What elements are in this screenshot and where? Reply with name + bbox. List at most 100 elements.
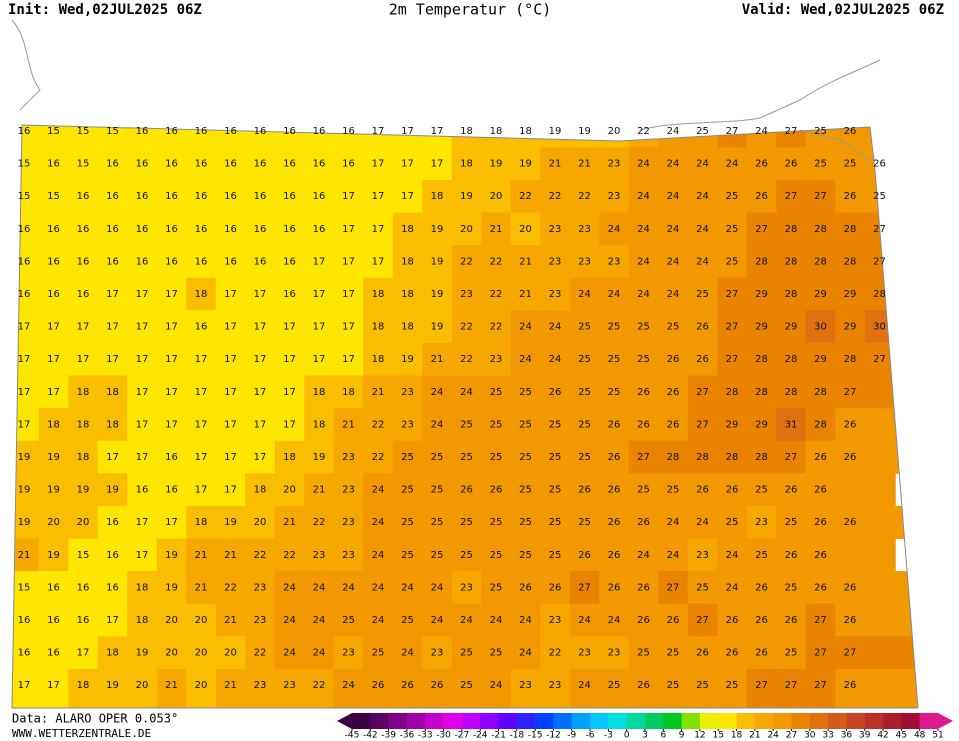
temperature-cell — [38, 342, 69, 376]
temperature-label: 17 — [106, 452, 119, 463]
temperature-label: 26 — [637, 419, 650, 430]
temperature-label: 26 — [814, 517, 827, 528]
temperature-label: 16 — [283, 159, 296, 170]
temperature-label: 17 — [342, 256, 355, 267]
temperature-cell — [245, 310, 276, 344]
temperature-cell — [481, 179, 512, 213]
temperature-cell — [363, 473, 394, 507]
temperature-label: 26 — [844, 452, 857, 463]
temperature-cell — [510, 473, 541, 507]
temperature-cell — [68, 125, 99, 148]
temperature-label: 17 — [254, 452, 267, 463]
temperature-label: 23 — [460, 582, 473, 593]
temperature-cell — [717, 440, 748, 474]
temperature-label: 21 — [431, 354, 444, 365]
temperature-label: 17 — [165, 289, 178, 300]
temperature-cell — [451, 408, 482, 442]
temperature-label: 16 — [254, 126, 267, 137]
temperature-cell — [687, 212, 718, 246]
temperature-label: 26 — [696, 322, 709, 333]
temperature-cell — [805, 212, 836, 246]
temperature-label: 16 — [77, 256, 90, 267]
temperature-cell — [687, 473, 718, 507]
temperature-cell — [68, 245, 99, 279]
colorbar-swatch — [718, 713, 737, 729]
temperature-label: 26 — [844, 582, 857, 593]
temperature-label: 25 — [637, 354, 650, 365]
temperature-label: 27 — [637, 452, 650, 463]
temperature-cell — [392, 212, 423, 246]
temperature-cell — [776, 473, 807, 507]
temperature-label: 25 — [519, 419, 532, 430]
temperature-label: 16 — [254, 224, 267, 235]
temperature-cell — [540, 375, 571, 409]
temperature-cell — [540, 440, 571, 474]
colorbar-label: -6 — [586, 731, 595, 741]
temperature-cell — [776, 505, 807, 539]
temperature-label: 29 — [844, 322, 857, 333]
temperature-cell — [540, 147, 571, 181]
temperature-cell — [363, 147, 394, 181]
temperature-cell — [422, 571, 453, 605]
temperature-cell — [38, 212, 69, 246]
temperature-cell — [156, 125, 187, 148]
temperature-label: 27 — [814, 680, 827, 691]
temperature-label: 24 — [372, 485, 385, 496]
temperature-label: 18 — [254, 485, 267, 496]
temperature-label: 26 — [637, 680, 650, 691]
temperature-cell — [628, 375, 659, 409]
temperature-label: 22 — [490, 289, 503, 300]
temperature-cell — [333, 408, 364, 442]
temperature-label: 23 — [608, 159, 621, 170]
colorbar-swatch — [645, 713, 664, 729]
temperature-cell — [746, 179, 777, 213]
temperature-label: 17 — [195, 354, 208, 365]
temperature-label: 16 — [313, 224, 326, 235]
temperature-cell — [687, 440, 718, 474]
temperature-label: 24 — [460, 387, 473, 398]
temperature-cell — [481, 147, 512, 181]
temperature-label: 23 — [401, 419, 414, 430]
temperature-label: 25 — [578, 387, 591, 398]
temperature-label: 23 — [490, 354, 503, 365]
temperature-label: 19 — [460, 191, 473, 202]
temperature-cell — [363, 505, 394, 539]
temperature-label: 20 — [47, 517, 60, 528]
temperature-label: 20 — [165, 648, 178, 659]
temperature-cell — [805, 125, 836, 148]
temperature-label: 16 — [195, 126, 208, 137]
temperature-cell — [333, 603, 364, 637]
temperature-cell — [481, 375, 512, 409]
temperature-label: 25 — [401, 517, 414, 528]
temperature-cell — [717, 636, 748, 670]
colorbar-swatch — [773, 713, 792, 729]
temperature-label: 27 — [696, 615, 709, 626]
temperature-cell — [540, 636, 571, 670]
temperature-cell — [12, 571, 40, 605]
temperature-label: 17 — [431, 159, 444, 170]
temperature-cell — [805, 473, 896, 507]
temperature-cell — [481, 505, 512, 539]
temperature-label: 20 — [136, 680, 149, 691]
temperature-label: 19 — [165, 550, 178, 561]
temperature-label: 28 — [785, 387, 798, 398]
temperature-label: 26 — [755, 159, 768, 170]
temperature-cell — [186, 375, 217, 409]
temperature-cell — [569, 636, 600, 670]
temperature-label: 30 — [814, 322, 827, 333]
temperature-cell — [658, 473, 689, 507]
temperature-label: 26 — [696, 648, 709, 659]
temperature-cell — [363, 408, 394, 442]
temperature-cell — [628, 603, 659, 637]
temperature-cell — [481, 603, 512, 637]
temperature-cell — [392, 408, 423, 442]
temperature-label: 16 — [195, 322, 208, 333]
temperature-label: 26 — [814, 550, 827, 561]
temperature-cell — [422, 440, 453, 474]
temperature-cell — [835, 147, 866, 181]
temperature-cell — [481, 473, 512, 507]
temperature-cell — [392, 245, 423, 279]
temperature-cell — [215, 571, 246, 605]
temperature-label: 22 — [224, 582, 237, 593]
temperature-label: 25 — [755, 485, 768, 496]
